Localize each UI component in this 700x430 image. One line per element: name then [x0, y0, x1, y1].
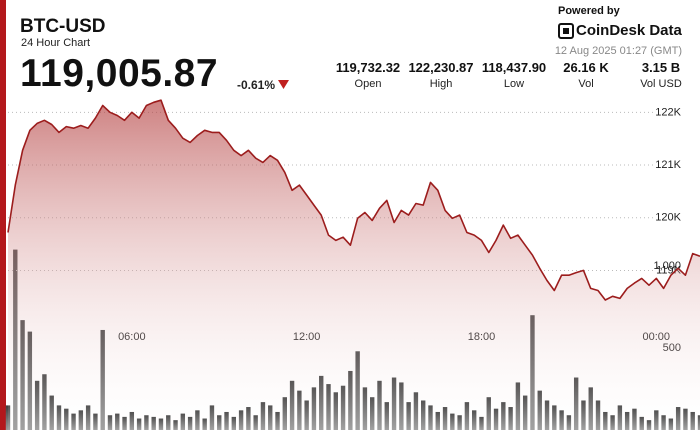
stat-label: Vol USD [640, 78, 682, 90]
y-tick-label: 121K [655, 159, 681, 171]
stat: 26.16 K Vol [546, 60, 626, 90]
stat-value: 119,732.32 [335, 60, 401, 75]
stat-label: Vol [578, 78, 594, 90]
down-arrow [278, 80, 289, 89]
stat: 119,732.32 Open [328, 60, 408, 90]
stat: 3.15 B Vol USD [621, 60, 700, 90]
price-line [7, 99, 700, 301]
y-tick-label: 120K [655, 212, 681, 224]
accent-stripe [0, 0, 6, 430]
stat-value: 26.16 K [563, 60, 609, 75]
y-tick-label: 122K [655, 106, 681, 118]
stat-value: 3.15 B [641, 60, 681, 75]
subtitle: 24 Hour Chart [21, 37, 91, 49]
stat: 122,230.87 High [401, 60, 481, 90]
price: 119,005.87 [20, 52, 219, 95]
stat-label: High [429, 78, 453, 90]
y2-tick-label: 1,000 [653, 260, 681, 272]
stat-value: 118,437.90 [481, 60, 547, 75]
brand: CoinDesk Data [576, 22, 682, 39]
stat: 118,437.90 Low [474, 60, 554, 90]
powered-by: Powered by [558, 5, 620, 17]
stat-label: Open [354, 78, 382, 90]
stat-value: 122,230.87 [408, 60, 474, 75]
stat-label: Low [503, 78, 525, 90]
timestamp: 12 Aug 2025 01:27 (GMT) [554, 45, 682, 57]
change: -0.61% [237, 78, 276, 92]
brand-icon [558, 23, 574, 39]
title: BTC-USD [20, 16, 106, 37]
price-area [8, 100, 700, 430]
